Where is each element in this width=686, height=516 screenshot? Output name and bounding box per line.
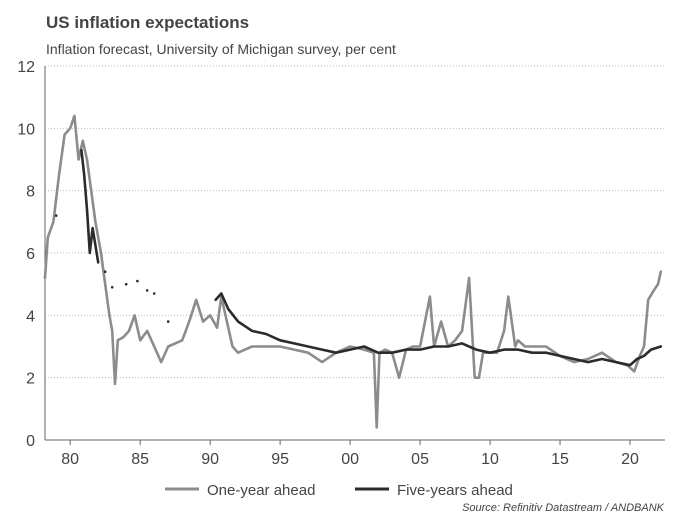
x-tick-label: 95: [271, 451, 289, 468]
x-tick-label: 05: [411, 451, 429, 468]
y-tick-label: 10: [17, 121, 35, 138]
chart-subtitle: Inflation forecast, University of Michig…: [46, 41, 396, 57]
series-line: [43, 114, 663, 429]
y-tick-label: 4: [26, 308, 35, 325]
y-tick-label: 8: [26, 184, 35, 201]
y-tick-label: 2: [26, 371, 35, 388]
legend-label: One-year ahead: [207, 482, 315, 499]
x-tick-label: 00: [341, 451, 359, 468]
x-tick-label: 10: [481, 451, 499, 468]
series-line: [54, 148, 663, 367]
source-note: Source: Refinitiv Datastream / ANDBANK: [462, 502, 665, 514]
legend-label: Five-years ahead: [397, 482, 513, 499]
y-tick-label: 12: [17, 59, 35, 76]
y-tick-label: 0: [26, 433, 35, 450]
x-tick-label: 90: [201, 451, 219, 468]
x-tick-label: 85: [131, 451, 149, 468]
x-tick-label: 15: [551, 451, 569, 468]
y-tick-label: 6: [26, 246, 35, 263]
x-tick-label: 80: [61, 451, 79, 468]
x-tick-label: 20: [621, 451, 639, 468]
chart-title: US inflation expectations: [46, 13, 249, 32]
